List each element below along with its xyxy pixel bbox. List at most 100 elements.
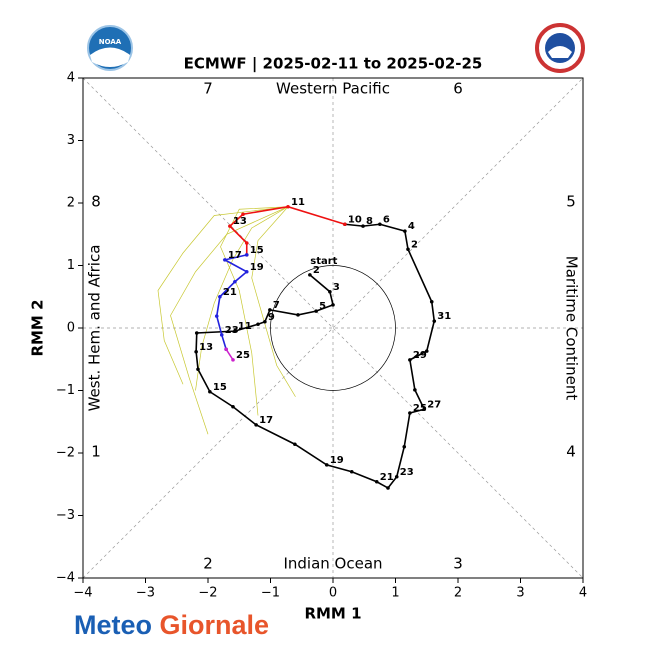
mjo-point [324,463,329,467]
brand-logo: Meteo Giornale [74,610,269,640]
start-label: start [310,256,337,267]
mjo-point [293,442,297,447]
x-tick-label: −3 [136,586,155,601]
point-label: 17 [259,415,273,426]
point-label: 15 [213,382,227,393]
mjo-point [196,367,200,372]
region-label: Maritime Continent [563,256,581,401]
mjo-line [157,206,289,385]
mjo-point [308,273,312,277]
phase-label: 5 [566,193,576,211]
mjo-point [268,308,272,312]
point-label: 2 [313,265,320,276]
point-label: 13 [233,216,247,227]
region-label: West. Hem. and Africa [86,245,104,412]
point-label: 10 [348,214,362,225]
mjo-point [402,444,407,449]
point-label: 2 [411,239,418,250]
x-tick-label: 3 [516,586,524,601]
noaa-logo: NOAA [87,25,133,71]
chart-title: ECMWF | 2025-02-11 to 2025-02-25 [184,55,483,74]
phase-label: 7 [203,80,213,98]
noaa-text: NOAA [99,38,122,46]
mjo-point [218,294,222,299]
point-label: 31 [437,311,451,322]
mjo-point [244,241,249,245]
x-tick-label: −4 [73,586,92,601]
mjo-point [331,303,335,307]
phase-label: 3 [453,555,463,573]
point-label: 15 [250,245,264,256]
point-label: 23 [400,467,414,478]
nws-logo [535,23,585,73]
mjo-line [170,206,289,435]
mjo-point [231,358,235,362]
x-tick-label: 2 [454,586,462,601]
x-tick-label: −1 [261,586,280,601]
mjo-point [408,358,412,362]
mjo-point [422,407,427,412]
point-label: 25 [236,350,250,361]
mjo-point [256,322,260,327]
y-tick-label: 1 [67,258,75,273]
point-label: 4 [408,221,415,232]
point-label: 27 [427,399,441,410]
y-tick-label: −2 [56,446,75,461]
mjo-point [406,247,410,252]
phase-label: 8 [91,193,101,211]
mjo-point [343,222,347,227]
point-label: 23 [225,325,239,336]
point-label: 3 [333,282,340,293]
point-label: 11 [238,321,252,332]
mjo-line [251,206,296,397]
diagonal-guide [82,77,584,579]
mjo-point [244,253,249,257]
region-label: Indian Ocean [283,555,382,573]
phase-label: 6 [453,80,463,98]
mjo-point [403,229,407,233]
mjo-line [220,206,289,416]
point-label: 25 [413,403,427,414]
mjo-line [195,206,289,391]
point-label: 8 [366,216,373,227]
x-tick-label: −2 [198,586,217,601]
mjo-point [219,333,224,337]
y-tick-label: 4 [67,71,75,86]
mjo-line [195,223,436,490]
mjo-line [228,205,346,255]
point-label: 5 [319,301,326,312]
mjo-point [286,204,290,209]
mjo-point [386,486,390,490]
x-tick-label: 1 [391,586,399,601]
mjo-point [241,212,245,217]
point-label: 21 [223,287,237,298]
point-label: 17 [228,250,242,261]
y-tick-label: −3 [56,508,75,523]
y-tick-label: −1 [56,383,75,398]
x-tick-label: 4 [579,586,587,601]
mjo-point [374,479,379,484]
mjo-point [314,309,318,313]
mjo-line [225,348,234,361]
mjo-point [244,269,249,274]
mjo-point [394,474,399,479]
mjo-point [429,299,434,304]
mjo-point [254,423,258,427]
x-axis-label: RMM 1 [304,605,361,623]
mjo-point [194,349,198,354]
mjo-point [408,411,412,415]
y-tick-label: 2 [67,196,75,211]
point-label: 6 [383,214,390,225]
y-tick-label: −4 [56,571,75,586]
mjo-point [296,313,300,317]
point-label: 7 [273,300,280,311]
x-tick-label: 0 [329,586,337,601]
point-label: 13 [199,342,213,353]
mjo-point [233,329,237,333]
y-tick-label: 3 [67,133,75,148]
point-label: 29 [413,350,427,361]
mjo-point [413,388,417,392]
phase-label: 1 [91,443,101,461]
mjo-point [224,347,228,352]
